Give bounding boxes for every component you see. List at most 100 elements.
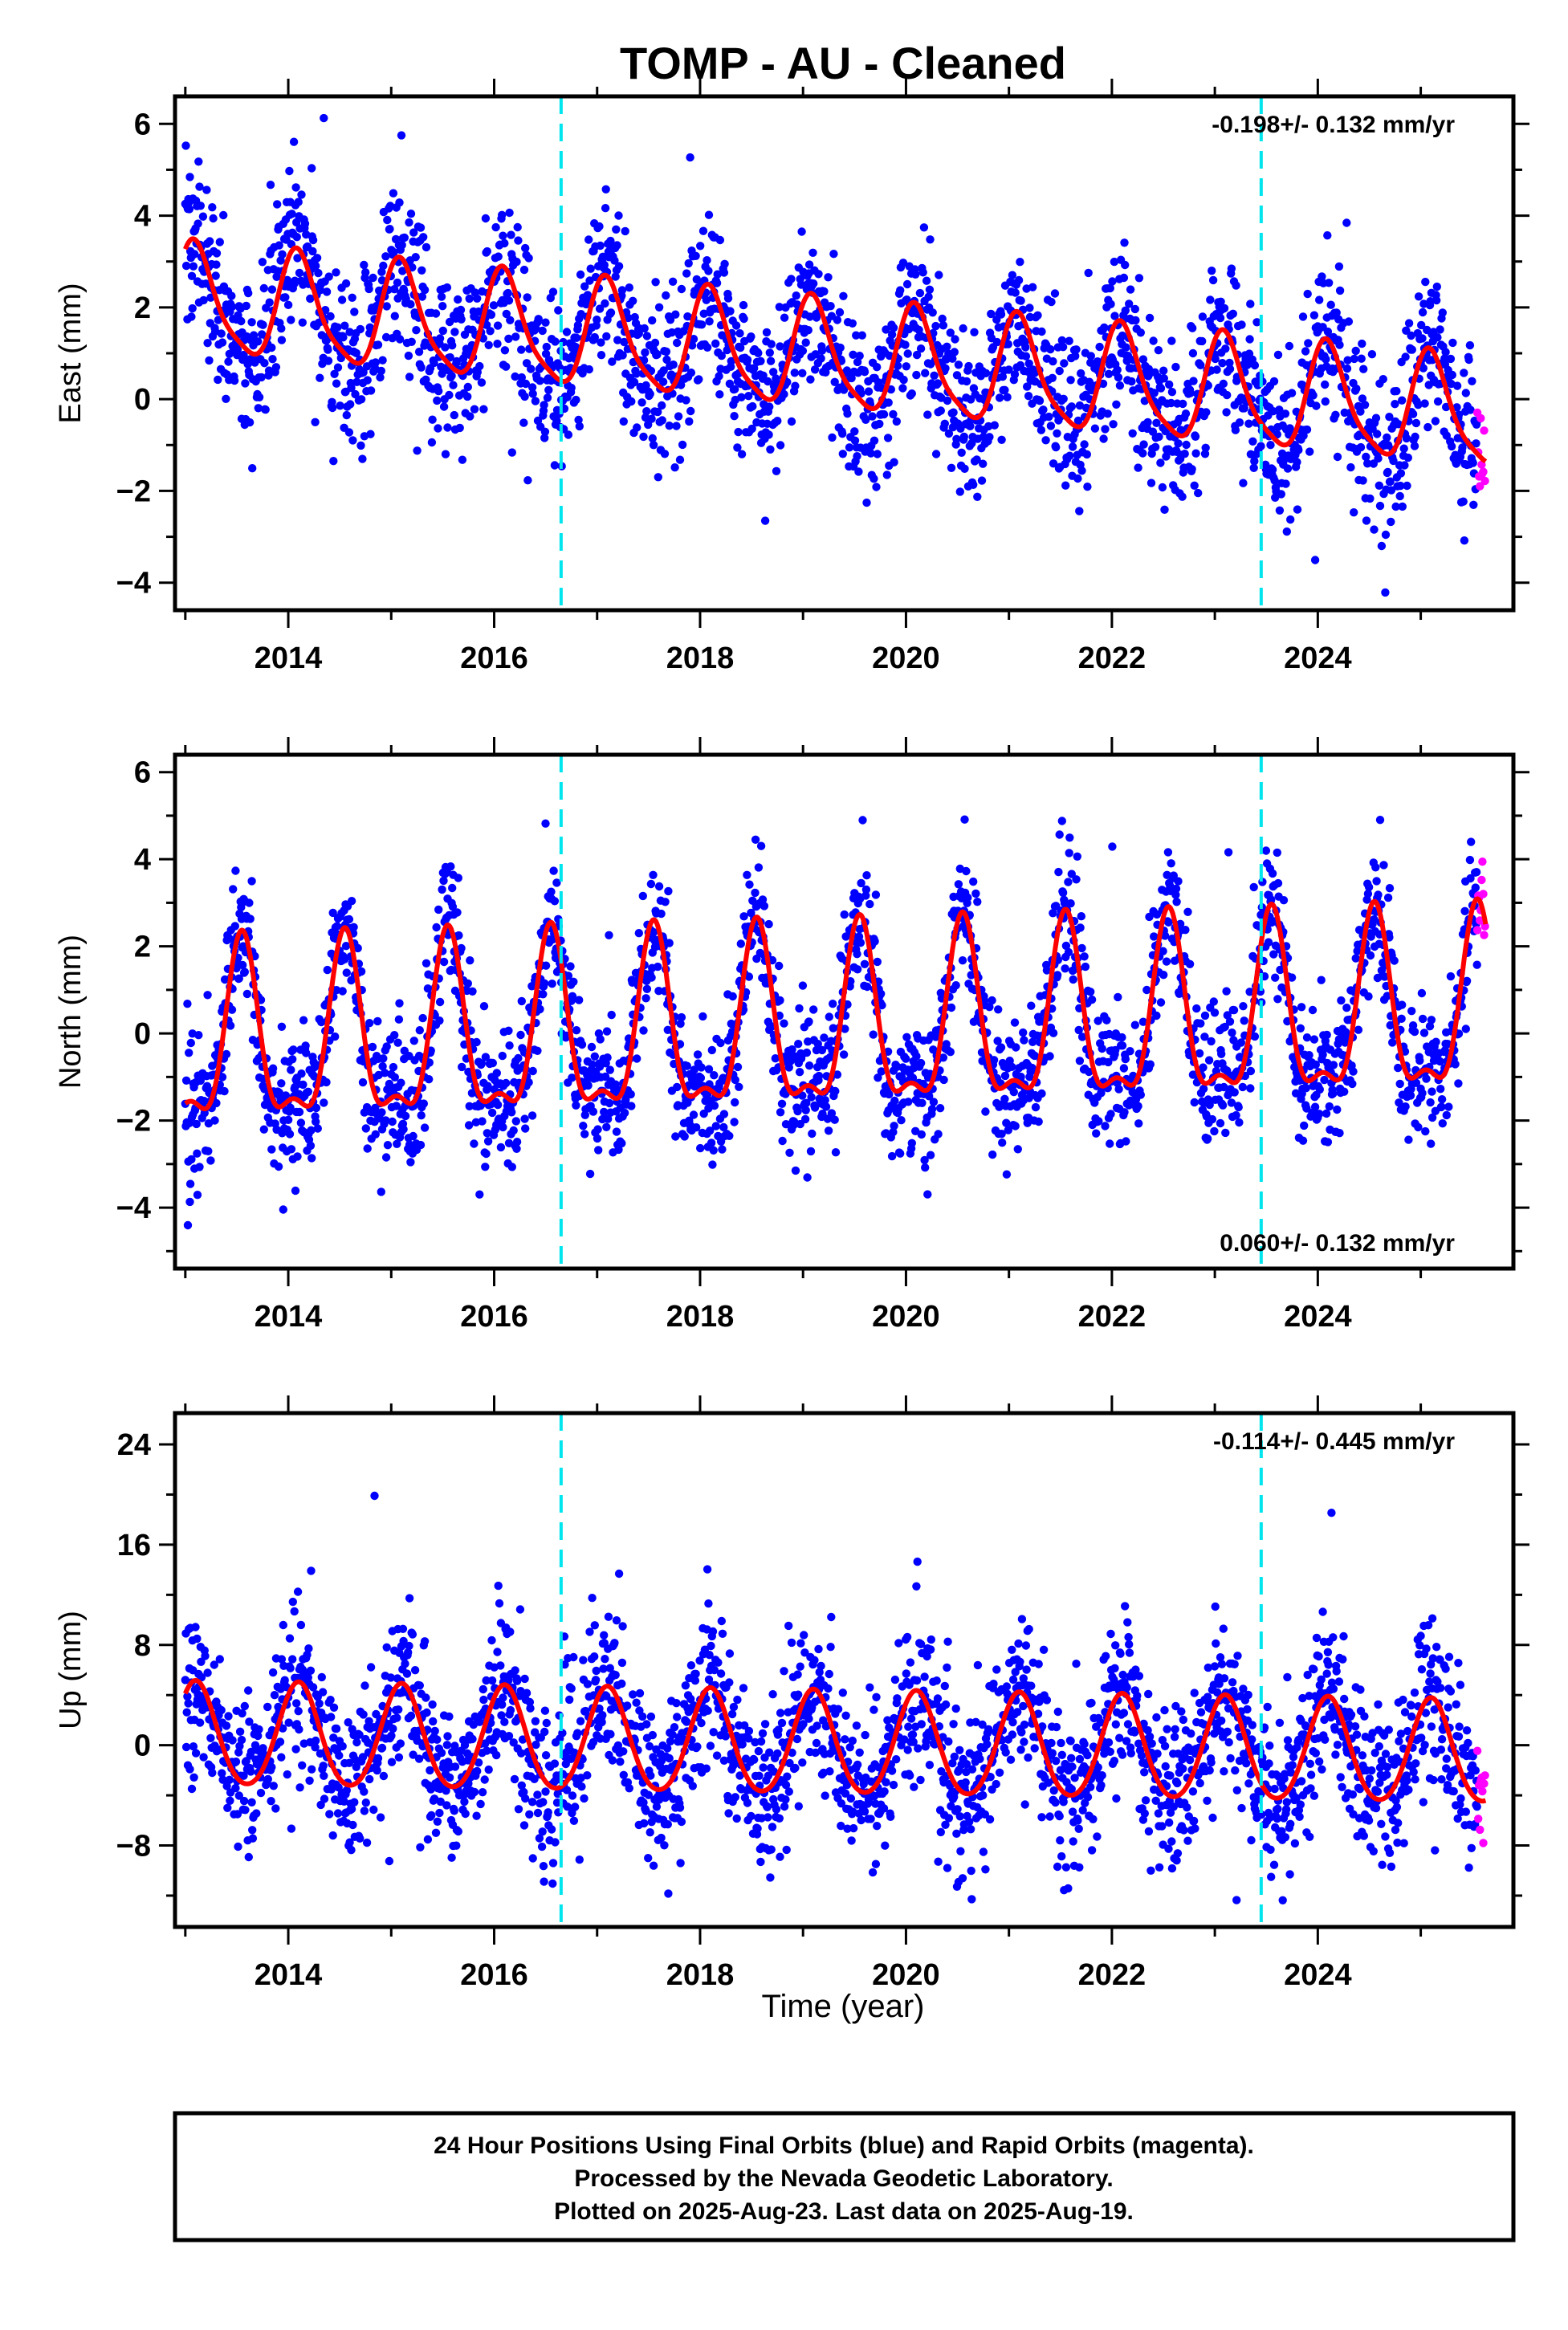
data-point <box>486 327 495 336</box>
data-point <box>1426 1098 1435 1107</box>
data-point <box>1466 874 1475 883</box>
data-point <box>600 1107 609 1117</box>
data-point <box>665 939 674 947</box>
data-point <box>487 1108 497 1118</box>
data-point <box>1460 906 1469 916</box>
x-tick-label: 2022 <box>1078 642 1146 675</box>
data-point <box>765 402 774 411</box>
data-point <box>514 1053 523 1063</box>
data-point <box>1350 508 1358 517</box>
data-point <box>676 1019 685 1029</box>
data-point <box>618 351 627 360</box>
data-point <box>1225 1017 1235 1026</box>
data-point <box>336 401 344 410</box>
data-point <box>1245 988 1254 996</box>
data-point <box>1114 373 1123 382</box>
data-point <box>389 1062 398 1072</box>
data-point <box>703 256 711 265</box>
data-point <box>422 375 430 384</box>
data-point <box>347 897 356 906</box>
data-point <box>1220 1082 1228 1092</box>
rapid-data-point <box>1480 931 1489 939</box>
data-point <box>1421 1126 1430 1136</box>
data-point <box>1198 336 1207 346</box>
data-point <box>365 1019 374 1028</box>
data-point <box>547 887 556 896</box>
data-point <box>1329 1061 1338 1069</box>
data-point <box>1003 393 1012 401</box>
data-point <box>1199 1084 1208 1094</box>
data-point <box>512 257 521 267</box>
data-point <box>1016 1073 1025 1081</box>
data-point <box>1183 907 1192 917</box>
data-point <box>1224 848 1233 857</box>
data-point <box>277 1022 287 1032</box>
data-point <box>421 338 430 347</box>
data-point <box>1367 350 1377 359</box>
data-point <box>481 1053 491 1061</box>
data-point <box>957 448 966 457</box>
data-point <box>218 1073 227 1081</box>
data-point <box>458 455 467 464</box>
data-point <box>642 984 652 994</box>
data-point <box>787 275 796 283</box>
data-point <box>707 1045 716 1055</box>
data-point <box>784 1063 793 1072</box>
data-point <box>182 1708 191 1717</box>
data-point <box>287 1065 295 1074</box>
data-point <box>383 1141 393 1150</box>
data-point <box>760 516 770 525</box>
data-point <box>183 1000 192 1008</box>
data-point <box>479 405 488 413</box>
data-point <box>1004 365 1013 374</box>
data-point <box>972 455 981 464</box>
data-point <box>441 343 450 352</box>
data-point <box>918 268 927 277</box>
data-point <box>730 1118 739 1126</box>
data-point <box>186 1038 195 1048</box>
data-point <box>397 1078 405 1087</box>
data-point <box>1279 896 1289 905</box>
data-point <box>1066 899 1075 908</box>
data-point <box>1301 1084 1311 1093</box>
data-point <box>234 974 243 983</box>
data-point <box>1302 1104 1311 1113</box>
data-point <box>924 292 933 301</box>
data-point <box>1010 1018 1020 1027</box>
data-point <box>219 210 228 220</box>
data-point <box>689 1110 698 1119</box>
data-point <box>420 285 430 295</box>
data-point <box>1066 376 1075 385</box>
data-point <box>1309 391 1318 400</box>
data-point <box>1321 397 1330 406</box>
data-point <box>435 997 445 1007</box>
data-point <box>247 318 256 327</box>
data-point <box>413 446 422 455</box>
data-point <box>450 328 459 336</box>
data-point <box>691 251 700 260</box>
x-tick-label: 2014 <box>255 1300 323 1334</box>
data-point <box>715 235 725 245</box>
data-point <box>405 373 414 381</box>
data-point <box>528 389 537 398</box>
data-point <box>1076 923 1085 932</box>
data-point <box>598 252 608 261</box>
data-point <box>382 1042 391 1051</box>
data-point <box>1002 1118 1011 1127</box>
data-point <box>1167 336 1176 345</box>
data-point <box>1158 483 1167 492</box>
data-point <box>1208 275 1218 285</box>
data-point <box>416 223 426 232</box>
data-point <box>776 342 784 351</box>
data-point <box>1113 365 1122 374</box>
data-point <box>1460 369 1468 377</box>
data-point <box>702 295 711 304</box>
data-point <box>210 1116 219 1125</box>
data-point <box>299 1016 308 1024</box>
data-point <box>743 870 751 880</box>
data-point <box>996 1043 1006 1052</box>
data-point <box>360 260 369 270</box>
data-point <box>673 1082 682 1092</box>
data-point <box>291 1186 300 1196</box>
data-point <box>807 1093 816 1102</box>
